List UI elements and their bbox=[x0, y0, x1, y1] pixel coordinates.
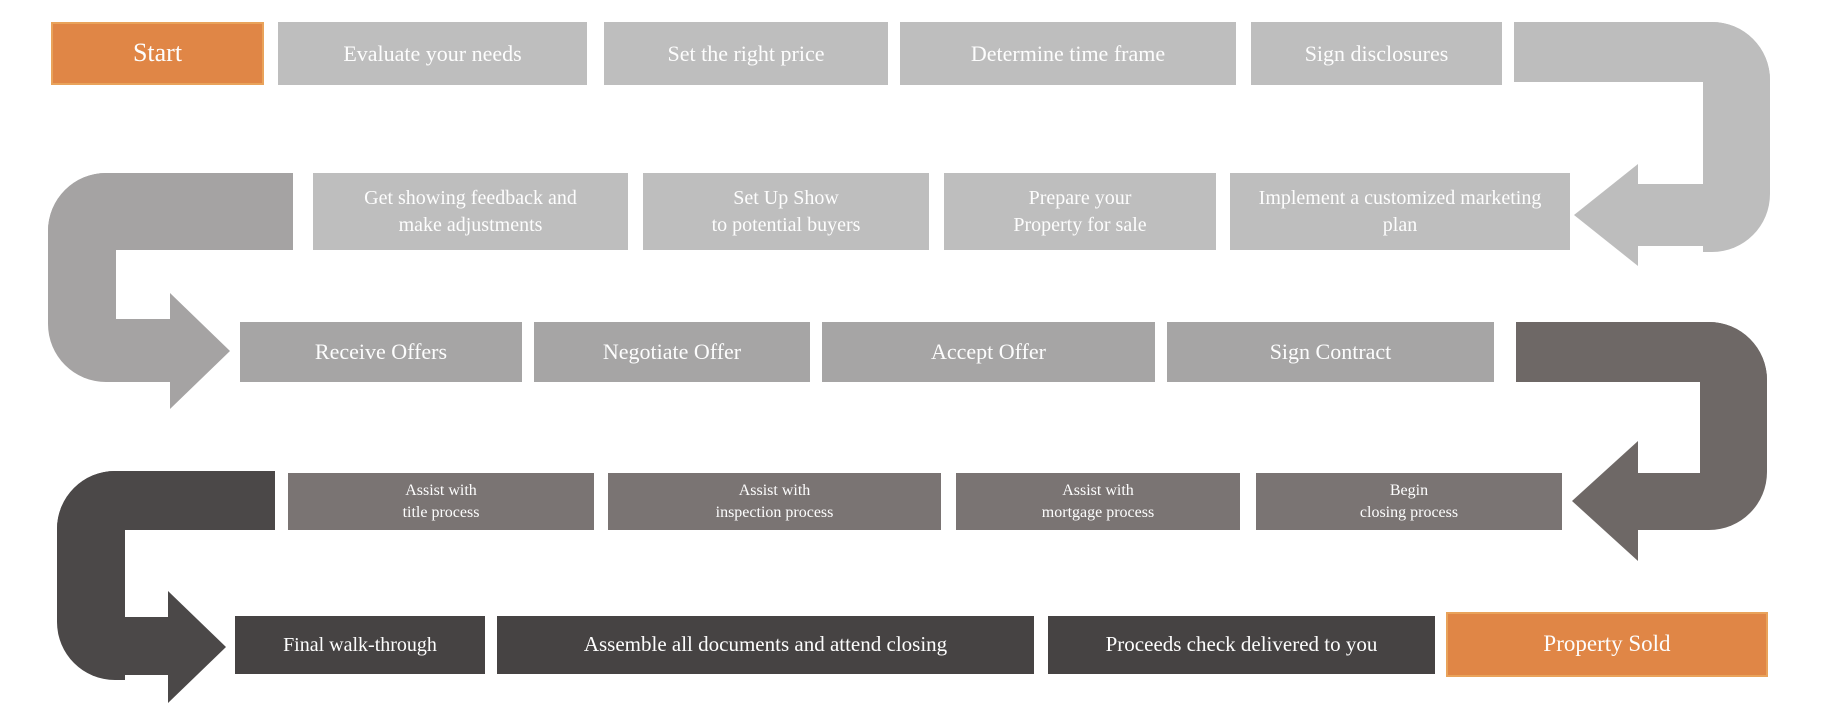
step-assist-mortgage-process: Assist with mortgage process bbox=[956, 473, 1240, 530]
arrow-vertical-segment bbox=[1703, 22, 1770, 252]
step-property-sold: Property Sold bbox=[1446, 612, 1768, 677]
arrow-bottom-segment bbox=[114, 319, 172, 382]
step-evaluate-your-needs: Evaluate your needs bbox=[278, 22, 587, 85]
arrow-vertical-segment bbox=[48, 173, 116, 382]
step-implement-marketing-plan: Implement a customized marketing plan bbox=[1230, 173, 1570, 250]
arrowhead-left-icon bbox=[1572, 441, 1638, 561]
step-receive-offers: Receive Offers bbox=[240, 322, 522, 382]
step-start: Start bbox=[51, 22, 264, 85]
arrowhead-right-icon bbox=[170, 293, 230, 409]
step-sign-disclosures: Sign disclosures bbox=[1251, 22, 1502, 85]
step-determine-time-frame: Determine time frame bbox=[900, 22, 1236, 85]
arrow-vertical-segment bbox=[1700, 322, 1767, 530]
step-sign-contract: Sign Contract bbox=[1167, 322, 1494, 382]
arrowhead-left-icon bbox=[1574, 164, 1638, 266]
step-set-up-show: Set Up Show to potential buyers bbox=[643, 173, 929, 250]
step-accept-offer: Accept Offer bbox=[822, 322, 1155, 382]
step-set-the-right-price: Set the right price bbox=[604, 22, 888, 85]
arrow-bottom-segment bbox=[1636, 473, 1702, 530]
step-get-showing-feedback: Get showing feedback and make adjustment… bbox=[313, 173, 628, 250]
arrow-bottom-segment bbox=[1636, 184, 1706, 246]
step-negotiate-offer: Negotiate Offer bbox=[534, 322, 810, 382]
step-prepare-property: Prepare your Property for sale bbox=[944, 173, 1216, 250]
step-begin-closing-process: Begin closing process bbox=[1256, 473, 1562, 530]
step-assist-inspection-process: Assist with inspection process bbox=[608, 473, 941, 530]
step-assemble-documents-attend-closing: Assemble all documents and attend closin… bbox=[497, 616, 1034, 674]
step-assist-title-process: Assist with title process bbox=[288, 473, 594, 530]
arrow-bottom-segment bbox=[123, 617, 170, 675]
arrowhead-right-icon bbox=[168, 591, 226, 703]
arrow-vertical-segment bbox=[57, 471, 125, 680]
step-proceeds-check-delivered: Proceeds check delivered to you bbox=[1048, 616, 1435, 674]
step-final-walk-through: Final walk-through bbox=[235, 616, 485, 674]
